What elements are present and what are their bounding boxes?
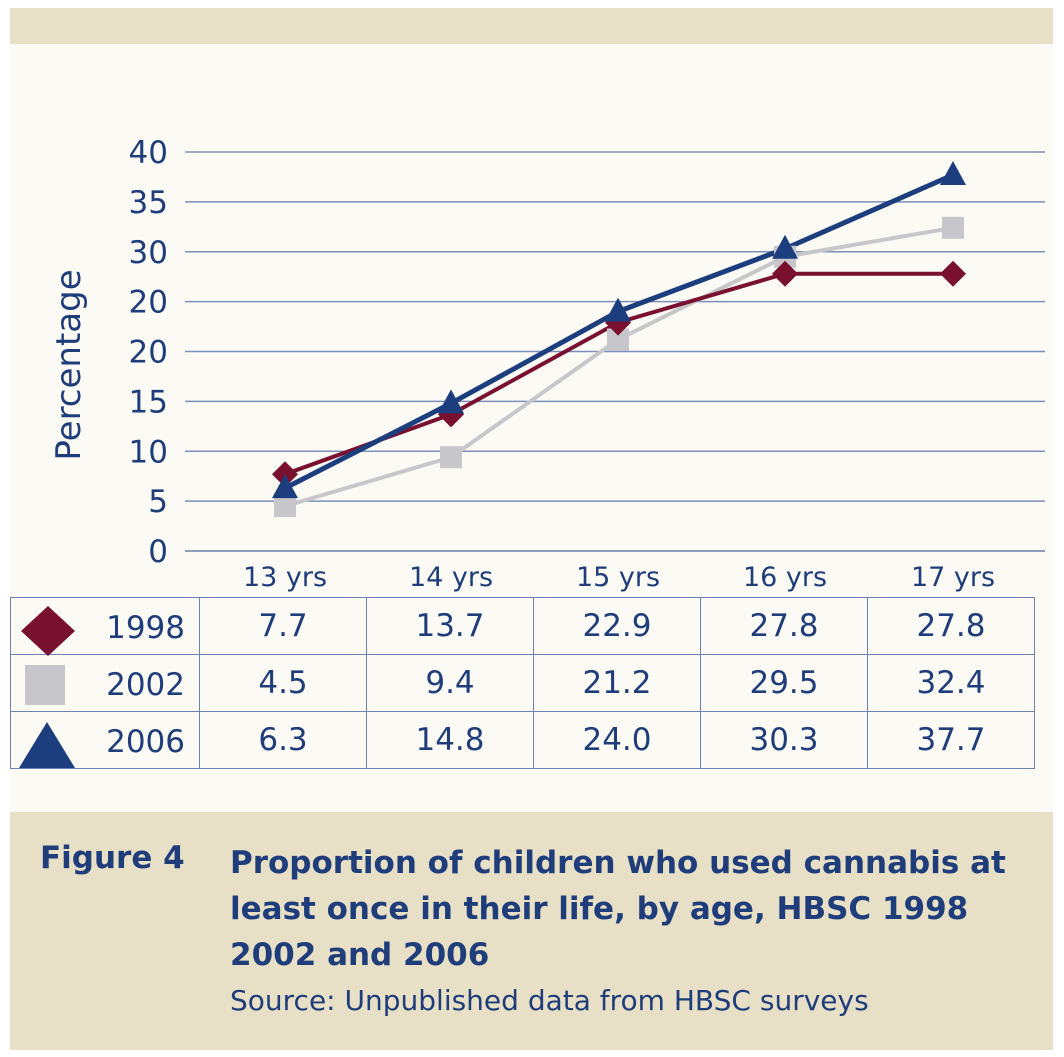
data-point-2006 [272,474,298,499]
series-name: 2006 [106,724,185,760]
data-point-2006 [772,234,798,259]
data-point-2002 [274,495,296,518]
line-chart: 0 5 10 15 20 20 30 35 40 13 yrs 14 yrs 15 yrs 16 yr… [10,44,1053,600]
y-tick-label: 35 [129,185,168,221]
y-tick-label: 30 [129,235,168,271]
series-name: 2002 [106,667,185,703]
data-table: 1998 7.7 13.7 22.9 27.8 27.8 2002 4.5 9.4 21.2 29.… [10,597,1035,769]
table-row: 1998 7.7 13.7 22.9 27.8 27.8 [10,597,1035,656]
series-name: 1998 [106,610,185,646]
x-tick-label: 13 yrs [243,562,327,593]
y-tick-label: 0 [148,534,168,570]
table-cell: 37.7 [867,711,1035,769]
y-tick-label: 10 [129,434,168,470]
table-cell: 29.5 [700,654,868,712]
table-cell: 13.7 [366,597,534,655]
table-cell: 30.3 [700,711,868,769]
table-cell: 7.7 [199,597,367,655]
table-cell: 32.4 [867,654,1035,712]
square-legend-marker [25,665,65,705]
diamond-legend-marker [21,606,75,656]
data-point-2002 [942,216,964,239]
table-row: 2002 4.5 9.4 21.2 29.5 32.4 [10,654,1035,712]
y-tick-label: 20 [129,335,168,371]
x-tick-label: 16 yrs [743,562,827,593]
table-cell: 21.2 [533,654,701,712]
x-tick-label: 15 yrs [576,562,660,593]
table-cell: 9.4 [366,654,534,712]
data-point-2002 [440,446,462,469]
table-cell: 27.8 [867,597,1035,655]
data-point-2006 [438,389,464,414]
y-axis-label: Percentage [49,269,89,460]
data-point-1998 [940,260,966,287]
figure-title: Proportion of children who used cannabis… [230,845,1006,973]
triangle-legend-marker [19,722,75,768]
table-cell: 14.8 [366,711,534,769]
y-tick-label: 15 [129,384,168,420]
series-label-cell: 2006 [10,711,200,769]
table-cell: 24.0 [533,711,701,769]
y-tick-label: 40 [129,135,168,171]
series-label-cell: 2002 [10,654,200,712]
chart-panel [10,44,1053,600]
x-tick-label: 17 yrs [911,562,995,593]
table-cell: 4.5 [199,654,367,712]
table-cell: 27.8 [700,597,868,655]
table-cell: 6.3 [199,711,367,769]
figure-source: Source: Unpublished data from HBSC surve… [230,984,869,1017]
x-tick-label: 14 yrs [409,562,493,593]
y-tick-label: 5 [148,484,168,520]
table-row: 2006 6.3 14.8 24.0 30.3 37.7 [10,711,1035,769]
data-point-2002 [607,328,629,351]
series-label-cell: 1998 [10,597,200,656]
y-tick-label: 20 [129,285,168,321]
data-point-2006 [940,160,966,185]
data-point-2006 [605,297,631,322]
table-cell: 22.9 [533,597,701,655]
figure-label: Figure 4 [40,840,185,876]
data-point-1998 [772,260,798,287]
